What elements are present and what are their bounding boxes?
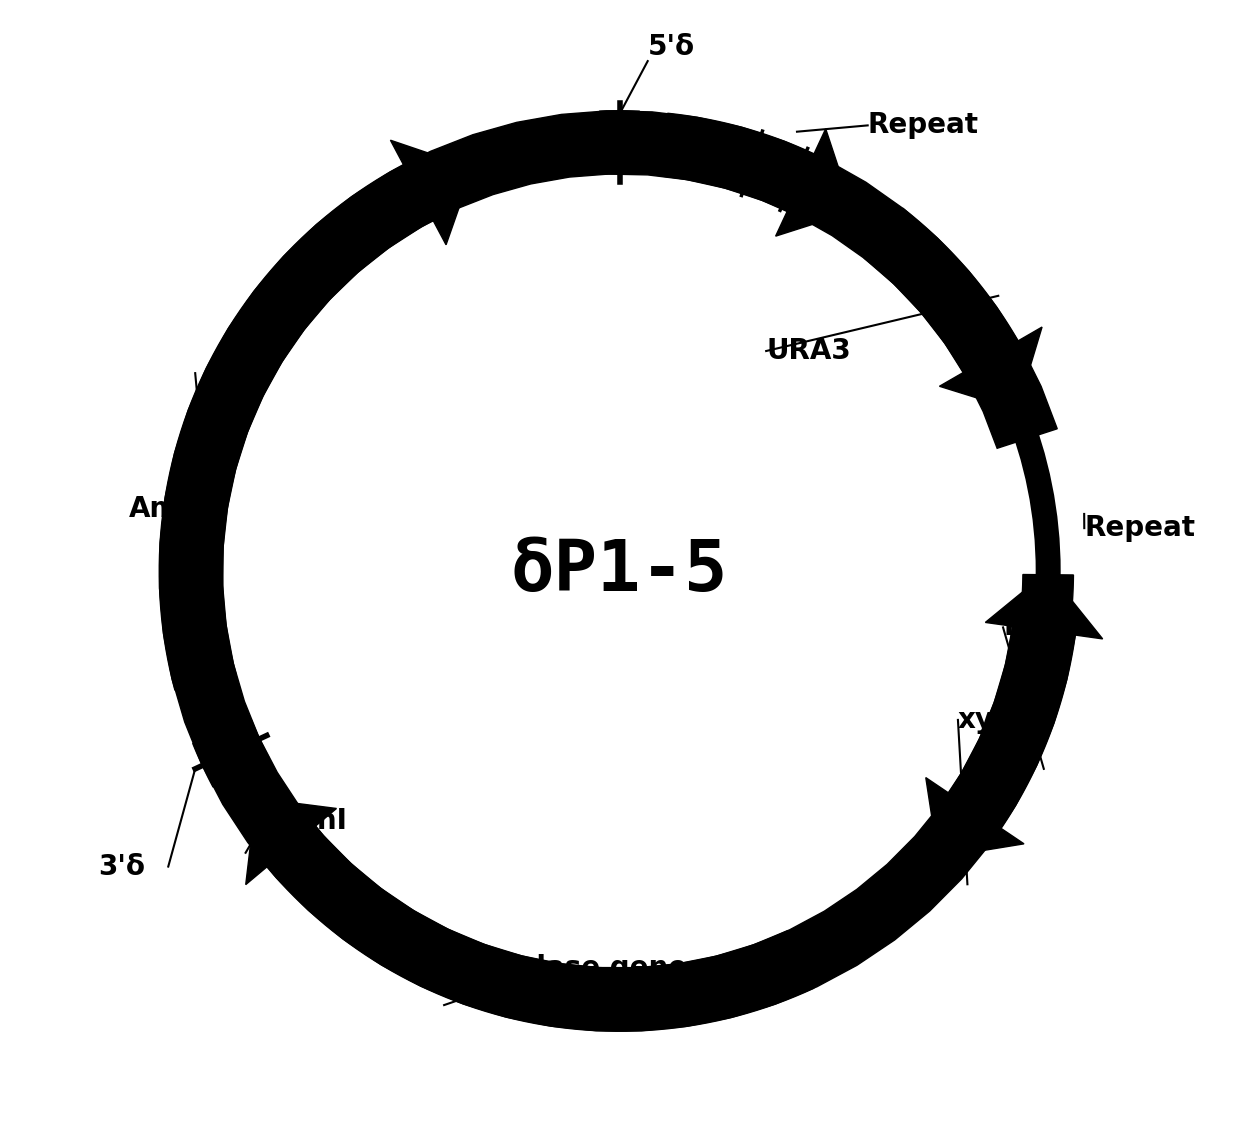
Polygon shape xyxy=(864,208,1018,372)
Text: Ptpi: Ptpi xyxy=(1004,613,1066,642)
Polygon shape xyxy=(939,327,1042,410)
Polygon shape xyxy=(985,571,1103,638)
Text: 5'δ: 5'δ xyxy=(648,33,695,61)
Polygon shape xyxy=(160,164,434,690)
Text: URA3: URA3 xyxy=(766,337,851,365)
Text: xyn2s: xyn2s xyxy=(958,706,1049,734)
Text: cellulase gene: cellulase gene xyxy=(462,954,686,982)
Polygon shape xyxy=(390,140,473,244)
Polygon shape xyxy=(193,719,269,787)
Polygon shape xyxy=(1021,574,1073,614)
Polygon shape xyxy=(926,778,1023,858)
Text: 3'δ: 3'δ xyxy=(98,853,145,880)
Text: Repeat: Repeat xyxy=(1084,514,1196,542)
Polygon shape xyxy=(600,111,639,175)
Polygon shape xyxy=(245,798,337,885)
Polygon shape xyxy=(266,827,814,1031)
Polygon shape xyxy=(160,111,1075,1031)
Polygon shape xyxy=(776,129,852,236)
Polygon shape xyxy=(662,113,814,211)
Text: Repeat: Repeat xyxy=(867,112,979,139)
Text: δP1-5: δP1-5 xyxy=(510,537,729,605)
Text: Amp: Amp xyxy=(129,494,199,523)
Text: TadhI: TadhI xyxy=(264,807,348,836)
Polygon shape xyxy=(949,626,1075,828)
